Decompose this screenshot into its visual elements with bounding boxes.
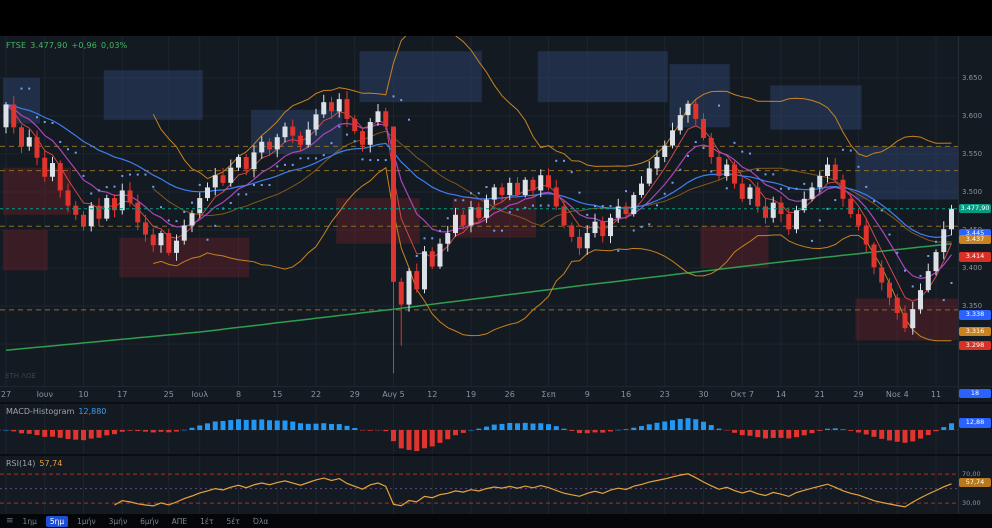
range-button-5[interactable]: 6μήν (140, 516, 159, 526)
macd-value: 12,880 (78, 407, 107, 416)
pane-separator[interactable] (0, 454, 992, 456)
time-axis-badge: 18 (959, 389, 991, 399)
range-button-4[interactable]: 3μήν (108, 516, 128, 526)
time-tick: 29 (853, 390, 864, 399)
time-tick: 21 (814, 390, 825, 399)
rsi-level-label: 30,00 (962, 499, 981, 508)
pane-separator[interactable] (0, 402, 992, 404)
time-tick: 22 (310, 390, 322, 399)
time-tick: 16 (620, 390, 632, 399)
price-badge: 3.477,90 (959, 203, 991, 214)
main-chart-canvas[interactable] (0, 36, 958, 386)
rsi-pane-canvas[interactable] (0, 456, 958, 514)
rsi-label: RSI(14) (6, 459, 36, 468)
time-tick: 15 (272, 390, 283, 399)
bottom-toolbar: ≡ 1ημ 5ημ 1μήν 3μήν 6μήν ΑΠΕ 1έτ 5έτ Όλα (0, 514, 992, 528)
macd-value-badge: 12,88 (959, 418, 991, 428)
price-tick: 3.600 (962, 111, 983, 120)
time-tick: 25 (163, 390, 174, 399)
rsi-legend[interactable]: RSI(14) 57,74 (6, 459, 62, 468)
price-badge: 3.414 (959, 252, 991, 262)
time-tick: 14 (775, 390, 787, 399)
range-button-2[interactable]: 5ημ (45, 515, 69, 527)
rsi-level-label: 70,00 (962, 470, 981, 479)
macd-label: MACD-Histogram (6, 407, 75, 416)
rsi-value: 57,74 (39, 459, 63, 468)
price-badge: 3.437 (959, 234, 991, 245)
time-tick: 30 (698, 390, 709, 399)
range-button-9[interactable]: Όλα (252, 516, 269, 526)
macd-legend[interactable]: MACD-Histogram 12,880 (6, 407, 106, 416)
price-change-pct: 0,03% (101, 41, 128, 50)
time-tick: 9 (584, 390, 590, 399)
time-tick: 17 (117, 390, 128, 399)
price-tick: 3.350 (962, 302, 983, 311)
range-button-6[interactable]: ΑΠΕ (171, 516, 188, 526)
time-tick: Νοε 4 (885, 390, 909, 399)
time-tick: 27 (0, 390, 12, 399)
time-tick: 12 (427, 390, 438, 399)
price-change: +0,96 (71, 41, 98, 50)
rsi-value-badge: 57,74 (959, 478, 991, 488)
price-scale[interactable] (958, 36, 992, 514)
price-tick: 3.500 (962, 187, 983, 196)
time-tick: 8 (235, 390, 242, 399)
window-top-bar (0, 0, 992, 36)
time-tick: 11 (930, 390, 942, 399)
time-tick: Ιουν (36, 390, 53, 399)
time-axis-separator (0, 386, 992, 387)
price-tick: 3.550 (962, 149, 983, 158)
price-badge: 3.298 (959, 340, 991, 351)
price-badge: 3.338 (959, 310, 991, 320)
time-tick: 19 (465, 390, 477, 399)
range-button-3[interactable]: 1μήν (77, 516, 96, 526)
range-button-7[interactable]: 1έτ (200, 516, 214, 526)
price-tick: 3.400 (962, 264, 983, 273)
time-tick: Ιουλ (191, 390, 209, 399)
time-tick: 10 (78, 390, 89, 399)
time-tick: 26 (504, 390, 515, 399)
symbol-name[interactable]: FTSE (6, 41, 27, 50)
menu-icon[interactable]: ≡ (6, 516, 14, 526)
range-button-8[interactable]: 5έτ (226, 516, 240, 526)
last-price: 3.477,90 (30, 41, 68, 50)
price-tick: 3.650 (962, 73, 983, 82)
time-tick: Σεπ (541, 390, 556, 399)
time-tick: Οκτ 7 (730, 390, 754, 399)
chart-watermark: ETH ΛΟΕ (5, 372, 36, 380)
time-tick: Αυγ 5 (382, 390, 405, 399)
price-badge: 3.445 (959, 228, 991, 239)
range-button-1[interactable]: 1ημ (22, 516, 37, 526)
time-tick: 23 (659, 390, 670, 399)
price-badge: 3.316 (959, 326, 991, 337)
time-tick: 29 (349, 390, 360, 399)
macd-pane-canvas[interactable] (0, 404, 958, 456)
symbol-legend[interactable]: FTSE 3.477,90 +0,96 0,03% (6, 41, 131, 50)
